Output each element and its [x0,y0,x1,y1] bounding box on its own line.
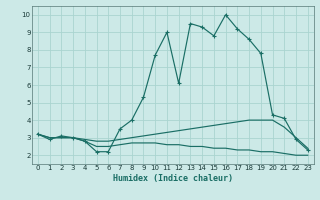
X-axis label: Humidex (Indice chaleur): Humidex (Indice chaleur) [113,174,233,183]
